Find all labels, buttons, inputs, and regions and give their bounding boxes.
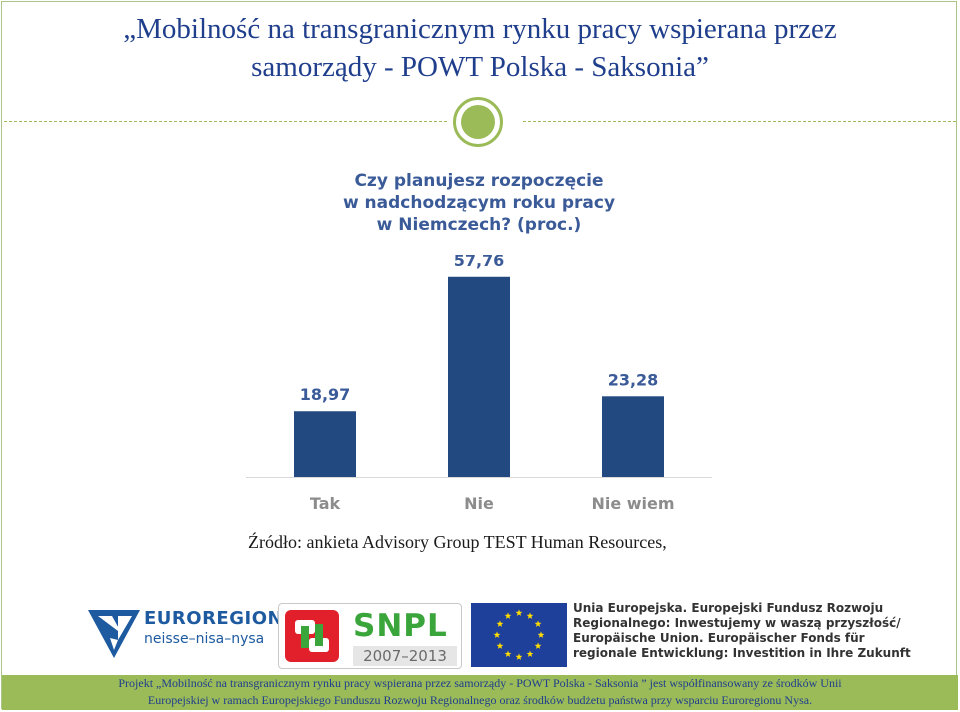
title-divider-left <box>4 121 447 122</box>
footer-line-1: Projekt „Mobilność na transgranicznym ry… <box>118 676 842 690</box>
category-label-2: Nie wiem <box>591 494 674 513</box>
euroregion-name: EUROREGION <box>144 608 284 629</box>
snpl-years: 2007–2013 <box>353 646 457 666</box>
value-label-2: 23,28 <box>608 370 659 389</box>
eu-stars-icon <box>493 609 545 660</box>
eu-text-line-3: Europäische Union. Europäischer Fonds fü… <box>573 631 865 645</box>
eu-star-icon <box>504 612 512 619</box>
euroregion-mark-icon <box>88 610 140 658</box>
circle-ornament-inner <box>461 105 495 139</box>
eu-star-icon <box>526 650 534 657</box>
eu-star-icon <box>493 631 501 638</box>
eu-star-icon <box>534 620 542 627</box>
eu-star-icon <box>496 642 504 649</box>
eu-text-line-1: Unia Europejska. Europejski Fundusz Rozw… <box>573 601 884 615</box>
bar-chart: 18,97 Tak 57,76 Nie 23,28 Nie wiem <box>246 255 712 513</box>
circle-ornament-icon <box>453 97 503 147</box>
category-label-1: Nie <box>464 494 494 513</box>
title-divider-right <box>523 121 956 122</box>
euroregion-subtitle: neisse–nisa–nysa <box>144 631 265 647</box>
eu-star-icon <box>496 620 504 627</box>
value-label-0: 18,97 <box>300 385 351 404</box>
category-label-0: Tak <box>310 494 341 513</box>
snpl-mark-icon <box>285 610 339 662</box>
chart-title-line-2: w nadchodzącym roku pracy <box>342 193 616 213</box>
eu-star-icon <box>534 642 542 649</box>
logo-strip: EUROREGION neisse–nisa–nysa SNPL 2007–20… <box>88 600 911 672</box>
slide-title-line-1: „Mobilność na transgranicznym rynku prac… <box>123 13 837 45</box>
bar-0 <box>294 411 356 477</box>
footer-bar: Projekt „Mobilność na transgranicznym ry… <box>2 675 958 710</box>
source-note: Źródło: ankieta Advisory Group TEST Huma… <box>248 532 667 552</box>
chart-title-line-3: w Niemczech? (proc.) <box>376 215 582 235</box>
footer-line-2: Europejskiej w ramach Europejskiego Fund… <box>147 693 813 707</box>
eu-star-icon <box>515 609 523 616</box>
eu-funding-text: Unia Europejska. Europejski Fundusz Rozw… <box>573 601 911 661</box>
eu-text-line-4: regionale Entwicklung: Investition in Ih… <box>573 646 911 660</box>
eu-star-icon <box>515 653 523 660</box>
chart-title-line-1: Czy planujesz rozpoczęcie <box>354 171 604 191</box>
chart-title: Czy planujesz rozpoczęcie w nadchodzącym… <box>300 170 658 236</box>
eu-star-icon <box>504 650 512 657</box>
eu-star-icon <box>537 631 545 638</box>
snpl-name: SNPL <box>353 608 448 644</box>
bar-1 <box>448 276 510 477</box>
eu-star-icon <box>526 612 534 619</box>
eu-flag-icon <box>471 603 567 667</box>
slide-title-line-2: samorządy - POWT Polska - Saksonia” <box>251 51 709 83</box>
snpl-logo: SNPL 2007–2013 <box>278 603 462 669</box>
slide-title: „Mobilność na transgranicznym rynku prac… <box>0 10 960 86</box>
bar-2 <box>602 396 664 477</box>
value-label-1: 57,76 <box>454 255 505 270</box>
eu-text-line-2: Regionalnego: Inwestujemy w waszą przysz… <box>573 616 901 630</box>
euroregion-logo: EUROREGION neisse–nisa–nysa <box>88 606 283 660</box>
